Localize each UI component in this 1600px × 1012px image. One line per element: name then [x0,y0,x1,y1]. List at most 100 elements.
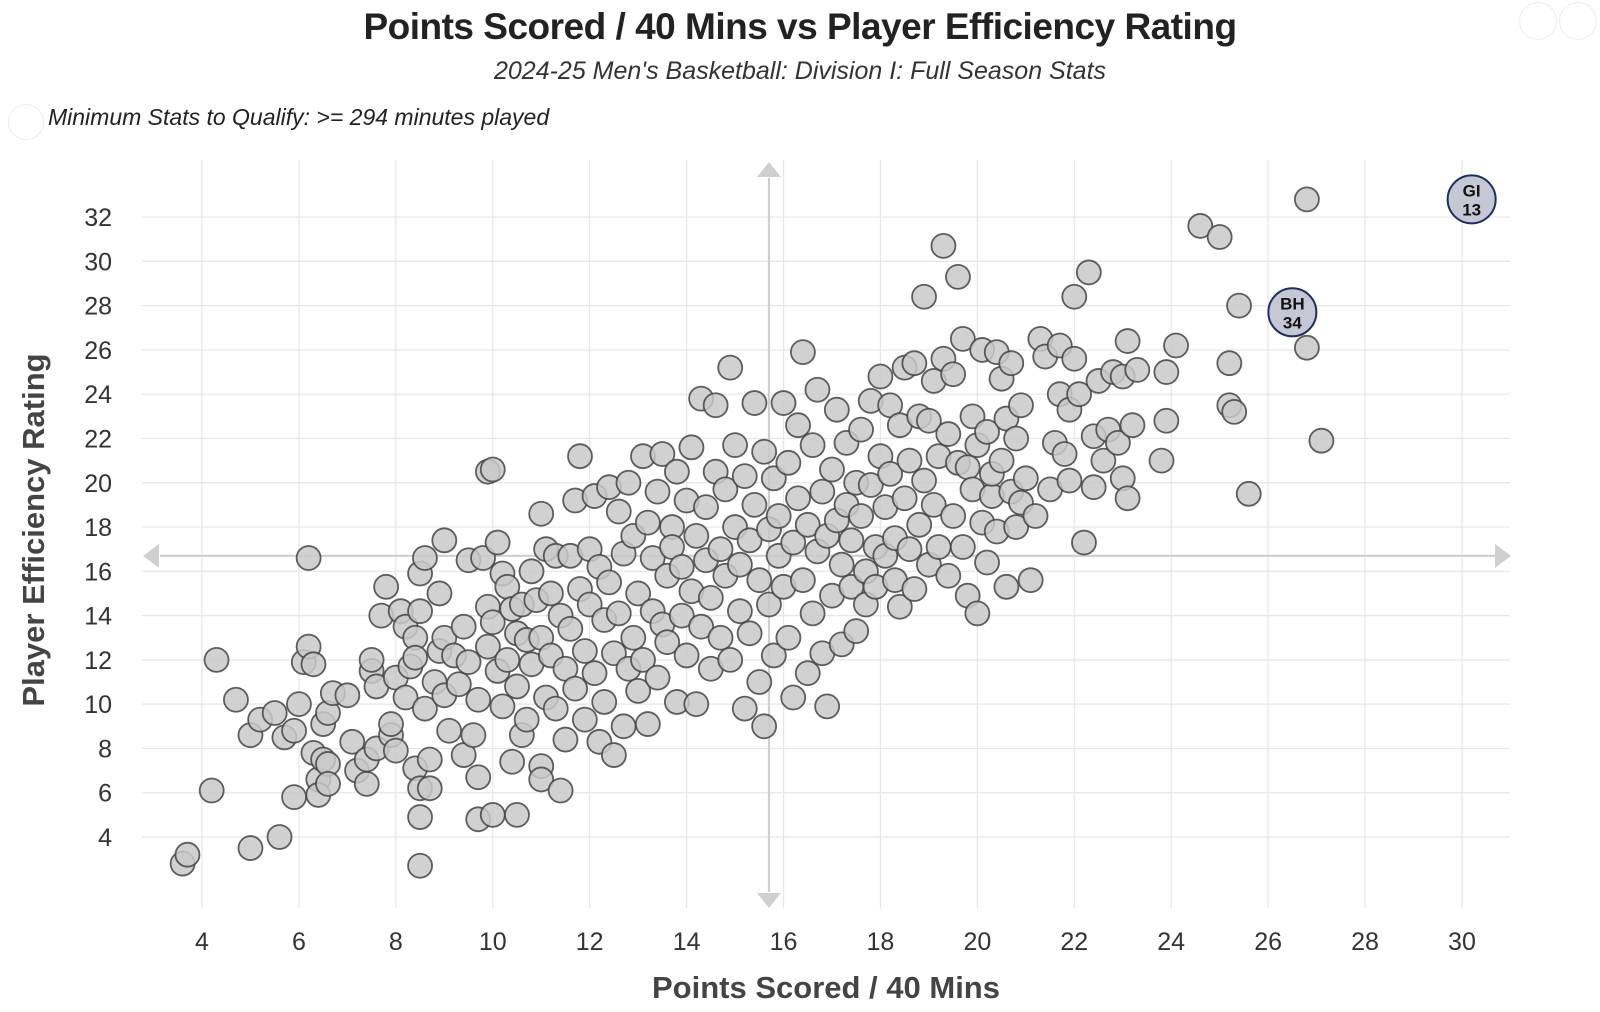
data-point[interactable] [717,354,744,381]
data-point[interactable] [920,491,947,518]
data-point[interactable] [286,691,312,718]
data-point[interactable] [203,646,230,673]
data-point[interactable] [605,498,632,525]
data-point[interactable] [736,620,763,647]
data-point[interactable] [935,562,962,589]
data-point[interactable] [954,454,981,481]
data-point[interactable] [664,458,690,485]
data-point[interactable] [1090,447,1117,474]
highlight-marker[interactable] [1446,174,1497,225]
data-point[interactable] [489,693,516,720]
data-point[interactable] [668,553,695,580]
data-point[interactable] [644,478,671,505]
data-point[interactable] [407,804,433,830]
data-point[interactable] [925,534,952,560]
data-point[interactable] [339,728,366,755]
data-point[interactable] [1206,224,1233,250]
data-point[interactable] [1022,503,1049,529]
data-point[interactable] [644,664,671,691]
data-point[interactable] [702,392,729,419]
data-point[interactable] [697,584,724,611]
data-point[interactable] [567,443,593,470]
data-point[interactable] [751,438,778,465]
data-point[interactable] [1119,412,1146,439]
data-point[interactable] [741,491,768,518]
data-point[interactable] [634,509,661,536]
data-point[interactable] [479,609,506,636]
data-point[interactable] [1003,425,1030,452]
data-point[interactable] [678,434,705,461]
data-point[interactable] [916,407,942,434]
data-point[interactable] [455,649,482,675]
data-point[interactable] [896,447,923,474]
data-point[interactable] [300,651,327,678]
data-point[interactable] [174,841,201,868]
data-point[interactable] [1008,392,1034,419]
data-point[interactable] [605,600,632,627]
data-point[interactable] [571,638,598,664]
data-point[interactable] [223,686,249,713]
data-point[interactable] [528,500,555,527]
data-point[interactable] [620,624,647,651]
data-point[interactable] [794,511,821,538]
data-point[interactable] [1003,514,1030,540]
data-point[interactable] [353,770,380,797]
highlight-marker[interactable] [1267,287,1318,338]
data-point[interactable] [867,363,894,390]
data-point[interactable] [198,777,225,804]
data-point[interactable] [930,232,957,259]
data-point[interactable] [538,580,564,607]
data-point[interactable] [770,390,797,416]
data-point[interactable] [431,527,458,554]
data-point[interactable] [785,485,811,512]
data-point[interactable] [731,695,758,722]
data-point[interactable] [261,700,288,726]
data-point[interactable] [785,412,811,439]
data-point[interactable] [790,339,816,366]
data-point[interactable] [886,593,913,620]
data-point[interactable] [911,467,937,494]
data-point[interactable] [1017,567,1044,594]
data-point[interactable] [896,536,923,563]
data-point[interactable] [819,456,845,483]
data-point[interactable] [518,558,545,585]
data-point[interactable] [780,529,807,556]
data-point[interactable] [799,600,826,627]
data-point[interactable] [552,726,579,753]
data-point[interactable] [504,673,530,700]
data-point[interactable] [1124,356,1151,383]
data-point[interactable] [673,642,700,669]
data-point[interactable] [998,350,1025,377]
data-point[interactable] [407,852,433,879]
data-point[interactable] [746,567,773,594]
data-point[interactable] [1293,334,1320,361]
data-point[interactable] [334,682,361,709]
data-point[interactable] [736,527,763,554]
data-point[interactable] [712,476,739,503]
data-point[interactable] [707,624,734,651]
data-point[interactable] [756,591,782,618]
data-point[interactable] [790,567,816,594]
data-point[interactable] [814,693,841,720]
data-point[interactable] [639,545,666,571]
data-point[interactable] [857,472,884,498]
data-point[interactable] [237,835,264,861]
data-point[interactable] [465,686,492,713]
data-point[interactable] [378,711,404,737]
data-point[interactable] [1235,480,1262,507]
data-point[interactable] [412,695,438,722]
data-point[interactable] [823,396,850,423]
data-point[interactable] [615,469,642,496]
data-point[interactable] [760,642,787,669]
data-point[interactable] [1066,381,1093,408]
data-point[interactable] [499,748,526,775]
data-point[interactable] [775,624,802,651]
data-point[interactable] [315,770,341,797]
data-point[interactable] [1221,399,1248,425]
data-point[interactable] [799,432,826,459]
data-point[interactable] [1114,485,1141,512]
data-point[interactable] [494,646,521,673]
data-point[interactable] [751,713,778,740]
